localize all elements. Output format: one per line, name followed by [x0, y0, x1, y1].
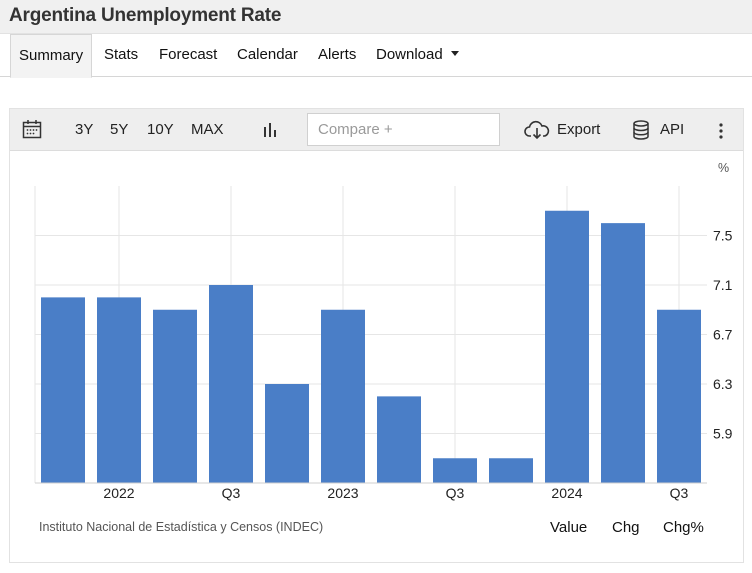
bar[interactable]: [209, 285, 253, 483]
y-axis-unit: %: [718, 161, 729, 175]
tab-stats[interactable]: Stats: [104, 46, 139, 63]
bar[interactable]: [545, 210, 589, 483]
tab-forecast[interactable]: Forecast: [159, 46, 218, 63]
y-tick-label: 6.7: [713, 327, 733, 343]
bar[interactable]: [377, 396, 421, 483]
export-button[interactable]: Export: [557, 121, 601, 138]
bar[interactable]: [657, 309, 701, 483]
chg-pct-link[interactable]: Chg%: [663, 519, 704, 536]
tab-calendar[interactable]: Calendar: [237, 46, 298, 63]
bar[interactable]: [601, 223, 645, 483]
range-10y-button[interactable]: 10Y: [147, 121, 174, 138]
x-tick-label: Q3: [446, 485, 465, 501]
title-bar: Argentina Unemployment Rate: [0, 0, 752, 34]
tab-summary[interactable]: Summary: [10, 34, 93, 78]
more-vertical-icon[interactable]: [718, 123, 724, 141]
chg-link[interactable]: Chg: [612, 519, 640, 536]
cloud-download-icon[interactable]: [524, 120, 550, 142]
tab-bar: Summary Stats Forecast Calendar Alerts D…: [0, 34, 752, 78]
x-tick-label: 2023: [327, 485, 358, 501]
y-tick-label: 7.1: [713, 277, 733, 293]
chart-toolbar: 3Y 5Y 10Y MAX Export: [10, 109, 743, 151]
y-tick-label: 7.5: [713, 228, 733, 244]
api-button[interactable]: API: [660, 121, 685, 138]
range-5y-button[interactable]: 5Y: [110, 121, 129, 138]
bar[interactable]: [433, 458, 477, 483]
x-tick-label: 2024: [551, 485, 582, 501]
bar[interactable]: [41, 297, 85, 483]
chevron-down-icon: [450, 51, 459, 56]
range-3y-button[interactable]: 3Y: [75, 121, 94, 138]
tab-download[interactable]: Download: [376, 34, 459, 77]
bar[interactable]: [321, 309, 365, 483]
x-tick-label: Q3: [670, 485, 689, 501]
bar[interactable]: [489, 458, 533, 483]
value-link[interactable]: Value: [550, 519, 588, 536]
tab-alerts[interactable]: Alerts: [318, 46, 357, 63]
bar[interactable]: [265, 384, 309, 483]
x-tick-label: Q3: [222, 485, 241, 501]
bar[interactable]: [97, 297, 141, 483]
y-tick-label: 5.9: [713, 426, 733, 442]
source-note: Instituto Nacional de Estadística y Cens…: [39, 520, 324, 534]
bar-chart-icon[interactable]: [262, 122, 278, 140]
database-icon[interactable]: [632, 120, 650, 142]
compare-input[interactable]: [307, 113, 500, 146]
calendar-icon[interactable]: [22, 119, 42, 141]
x-tick-label: 2022: [103, 485, 134, 501]
bar[interactable]: [153, 309, 197, 483]
chart-panel: 3Y 5Y 10Y MAX Export: [9, 108, 744, 563]
y-tick-label: 6.3: [713, 376, 733, 392]
page-title: Argentina Unemployment Rate: [9, 5, 282, 26]
tab-download-label: Download: [376, 46, 443, 63]
range-max-button[interactable]: MAX: [191, 121, 224, 138]
